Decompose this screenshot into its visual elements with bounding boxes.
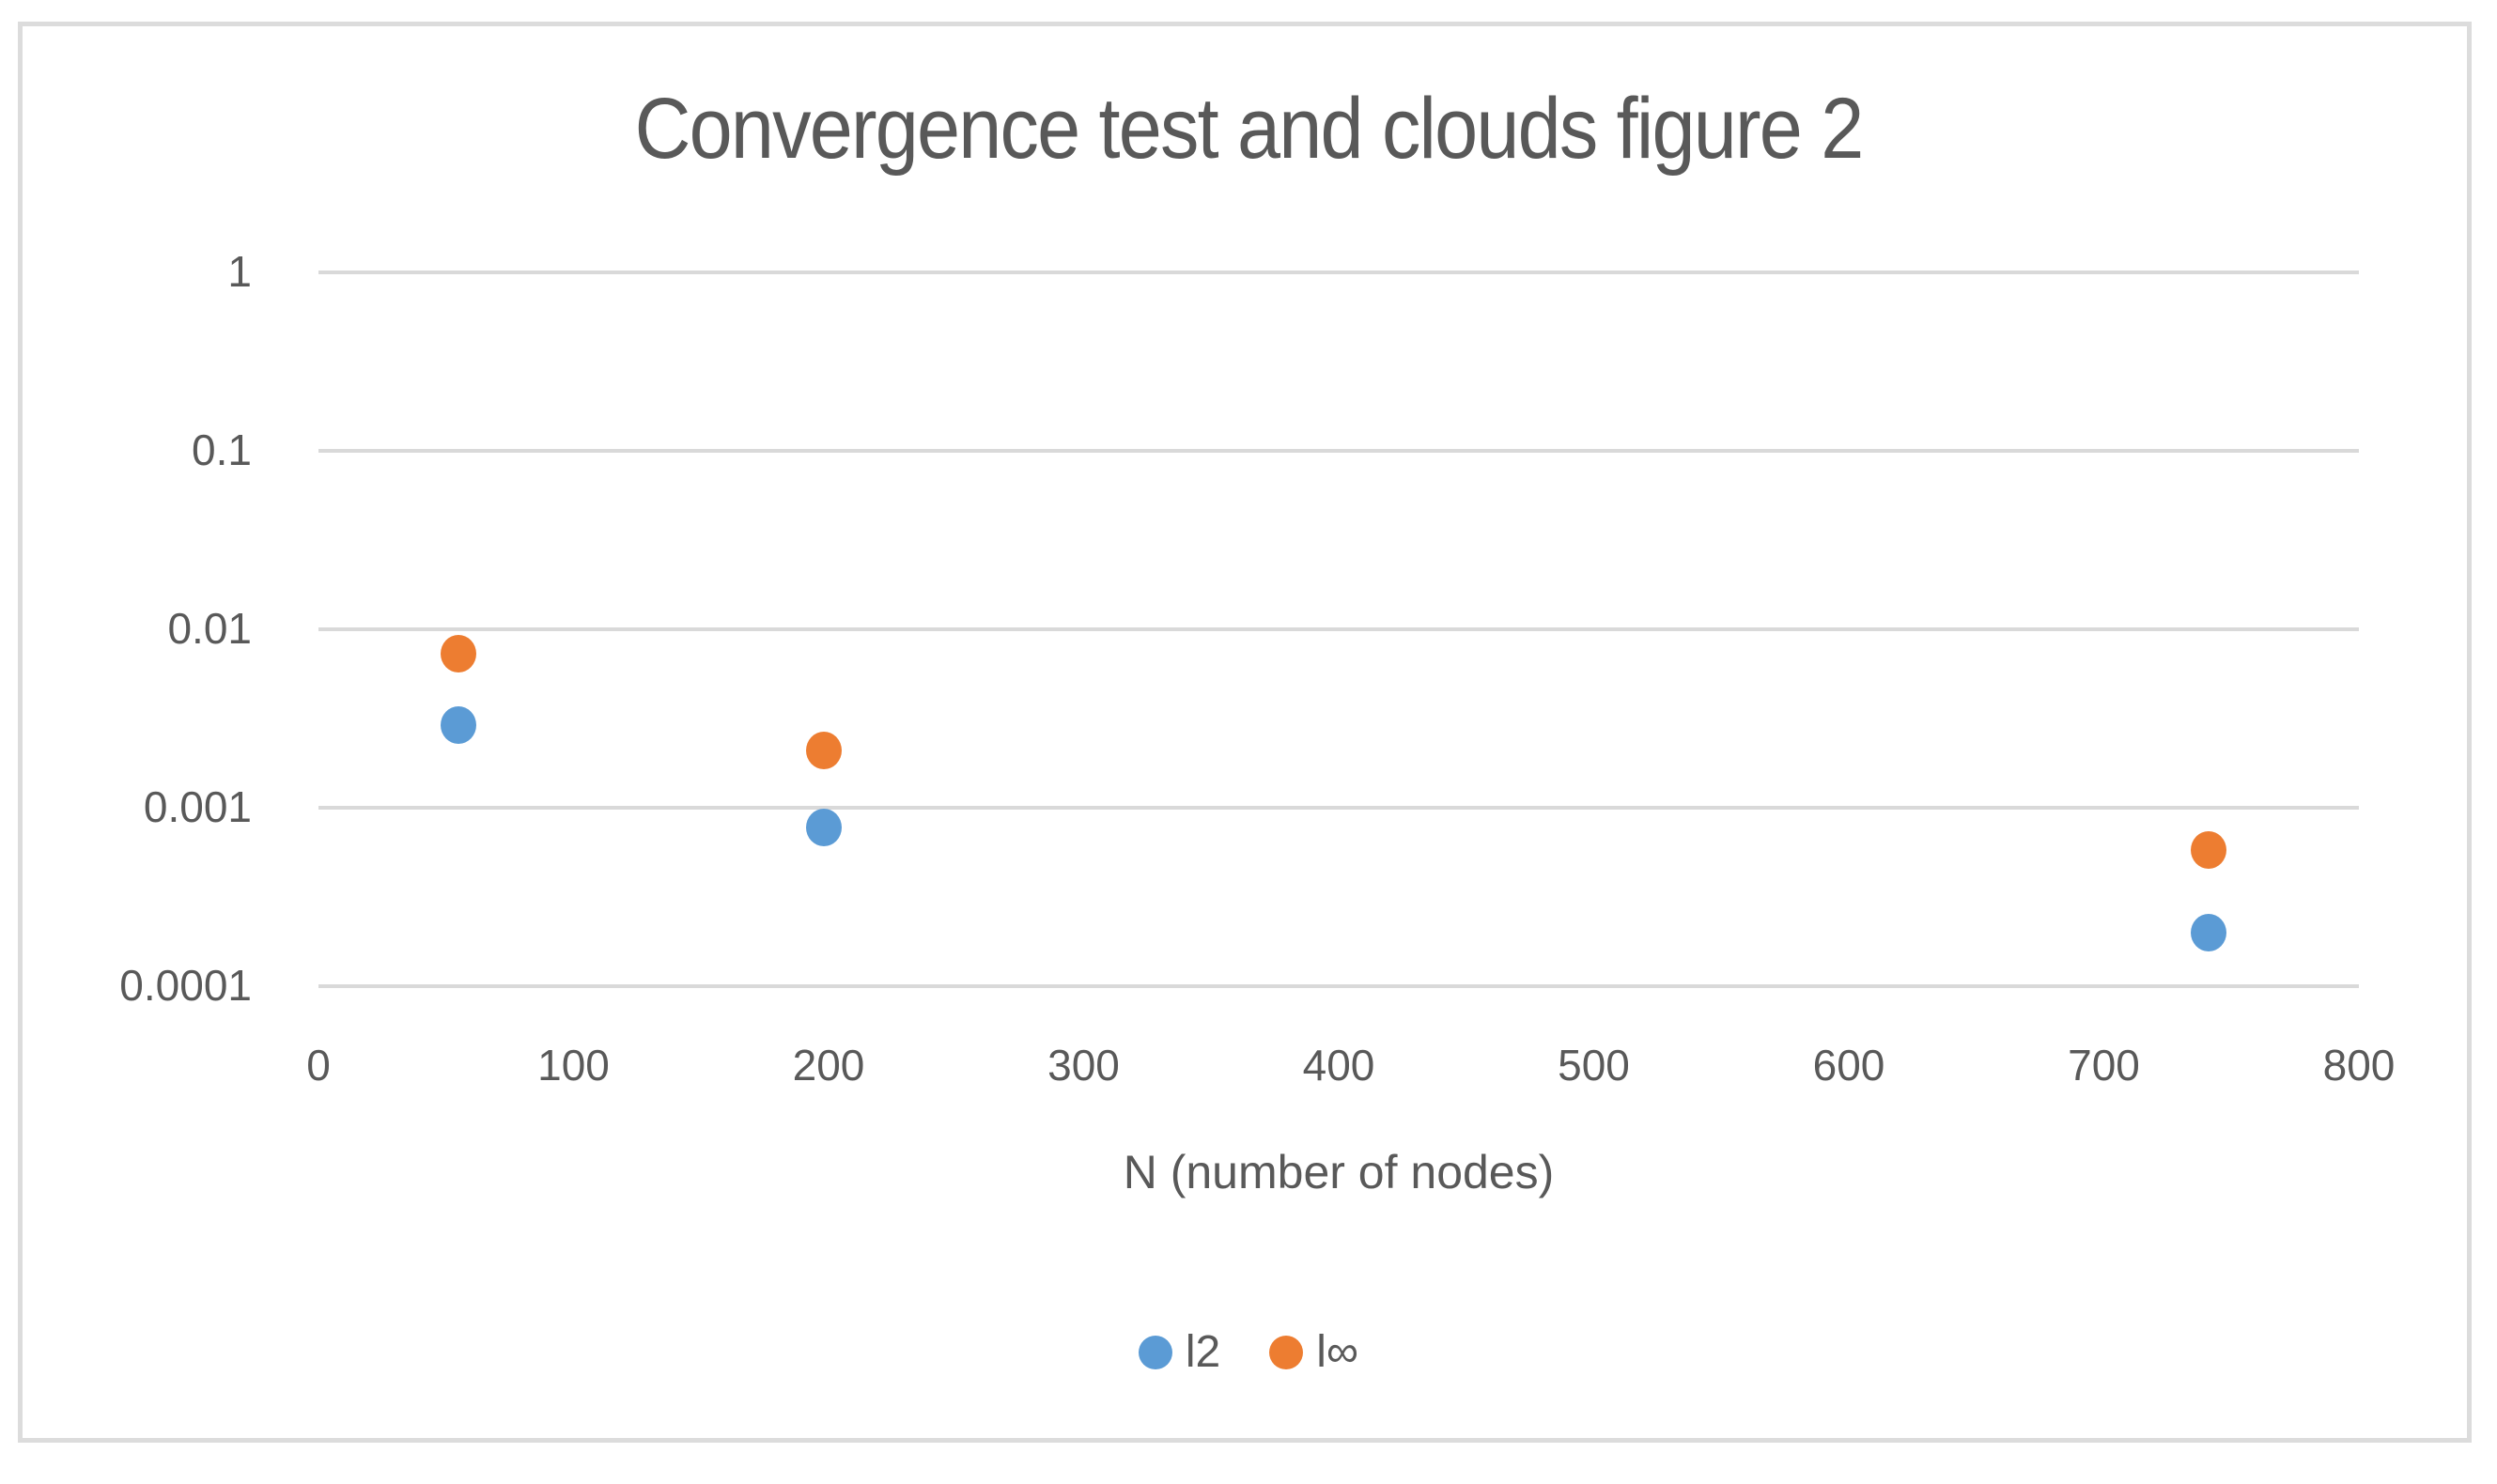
data-point-l2-x198[interactable] <box>805 808 842 846</box>
data-point-l∞-x55[interactable] <box>441 634 477 672</box>
chart-area[interactable] <box>18 22 2472 1443</box>
data-point-l2-x741[interactable] <box>2190 913 2226 951</box>
legend-item-l∞[interactable]: l∞ <box>1269 1330 1358 1375</box>
data-point-l2-x55[interactable] <box>441 706 477 745</box>
plot-area <box>318 271 2359 988</box>
y-tick-label-0.1: 0.1 <box>192 425 252 474</box>
data-point-l∞-x741[interactable] <box>2190 830 2226 869</box>
legend-label-l2: l2 <box>1185 1327 1221 1377</box>
legend-marker-l2 <box>1138 1336 1172 1369</box>
y-tick-label-0.01: 0.01 <box>167 603 252 653</box>
legend-marker-l∞ <box>1269 1336 1304 1369</box>
x-tick-label-100: 100 <box>537 1041 610 1090</box>
legend-item-l2[interactable]: l2 <box>1138 1327 1221 1377</box>
gridline-y-0.0001 <box>318 984 2359 988</box>
x-tick-label-800: 800 <box>2322 1041 2396 1090</box>
x-tick-label-0: 0 <box>306 1041 331 1090</box>
x-tick-label-200: 200 <box>792 1041 865 1090</box>
y-tick-label-0.0001: 0.0001 <box>119 960 252 1010</box>
gridline-y-0.001 <box>318 806 2359 810</box>
y-tick-label-1: 1 <box>227 246 252 296</box>
x-tick-label-700: 700 <box>2068 1041 2140 1090</box>
gridline-y-1 <box>318 271 2359 274</box>
data-point-l∞-x198[interactable] <box>805 731 842 769</box>
chart-title-text: Convergence test and clouds figure 2 <box>634 81 1865 177</box>
x-axis-title: N (number of nodes) <box>1123 1146 1555 1198</box>
y-tick-label-0.001: 0.001 <box>143 781 252 831</box>
chart-title[interactable]: Convergence test and clouds figure 2 <box>0 78 2497 179</box>
x-tick-label-600: 600 <box>1812 1041 1885 1090</box>
legend: l2 l∞ <box>0 1330 2497 1375</box>
x-tick-label-500: 500 <box>1558 1041 1630 1090</box>
x-tick-label-300: 300 <box>1047 1041 1120 1090</box>
gridline-y-0.1 <box>318 449 2359 453</box>
gridline-y-0.01 <box>318 627 2359 631</box>
legend-label-l∞: l∞ <box>1316 1327 1359 1377</box>
x-tick-label-400: 400 <box>1302 1041 1375 1090</box>
